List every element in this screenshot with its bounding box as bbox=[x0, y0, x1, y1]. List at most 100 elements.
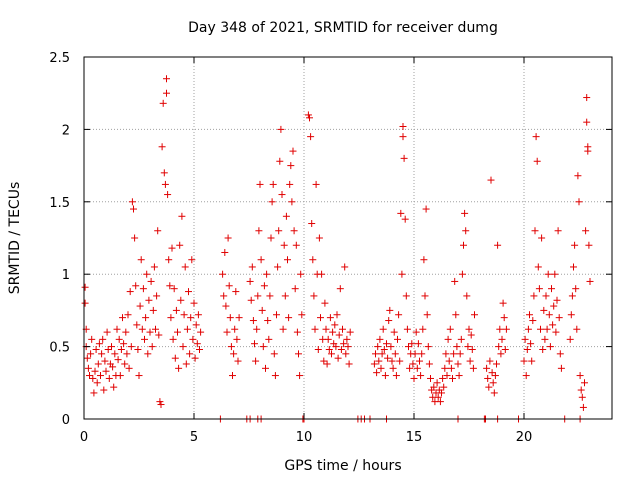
data-point bbox=[192, 321, 200, 329]
data-point bbox=[394, 335, 401, 343]
data-point bbox=[94, 360, 102, 368]
data-point bbox=[530, 292, 538, 300]
data-point bbox=[521, 335, 529, 343]
data-point bbox=[329, 328, 337, 336]
data-point bbox=[177, 296, 185, 304]
data-point bbox=[180, 311, 188, 319]
data-point bbox=[101, 357, 109, 365]
data-point bbox=[269, 180, 277, 188]
data-point bbox=[317, 314, 324, 322]
data-point bbox=[543, 325, 551, 333]
data-point bbox=[401, 215, 409, 223]
data-point bbox=[126, 288, 134, 296]
data-point bbox=[399, 123, 407, 131]
data-point bbox=[578, 393, 586, 401]
data-point bbox=[397, 209, 405, 217]
data-point bbox=[571, 241, 579, 249]
data-point bbox=[325, 345, 333, 353]
data-point bbox=[446, 325, 454, 333]
data-point bbox=[328, 350, 335, 358]
data-point bbox=[282, 212, 290, 220]
data-point bbox=[103, 328, 111, 336]
data-point bbox=[83, 354, 91, 362]
data-point bbox=[274, 263, 282, 271]
data-point bbox=[263, 270, 271, 278]
data-point bbox=[279, 325, 287, 333]
data-point bbox=[147, 277, 155, 285]
chart-title: Day 348 of 2021, SRMTID for receiver dum… bbox=[188, 20, 498, 36]
data-point bbox=[425, 360, 433, 368]
data-point bbox=[583, 94, 591, 102]
data-point bbox=[471, 311, 478, 319]
data-point bbox=[439, 374, 447, 382]
data-point bbox=[93, 379, 101, 387]
data-point bbox=[577, 386, 585, 394]
data-point bbox=[340, 340, 348, 348]
data-point bbox=[100, 386, 108, 394]
data-point bbox=[165, 256, 173, 264]
data-point bbox=[343, 335, 351, 343]
data-point bbox=[377, 364, 385, 372]
data-point bbox=[113, 325, 121, 333]
data-point bbox=[139, 285, 147, 293]
data-point bbox=[141, 335, 148, 343]
data-point bbox=[115, 335, 123, 343]
data-point bbox=[125, 364, 133, 372]
y-tick-label: 2 bbox=[62, 123, 70, 138]
data-point bbox=[309, 256, 317, 264]
data-point bbox=[524, 325, 532, 333]
data-point bbox=[161, 180, 169, 188]
data-point bbox=[552, 328, 560, 336]
data-point bbox=[188, 256, 196, 264]
data-point bbox=[414, 340, 422, 348]
data-point bbox=[119, 314, 126, 322]
data-point bbox=[462, 227, 470, 235]
data-point bbox=[230, 350, 238, 358]
data-point bbox=[255, 227, 263, 235]
data-point bbox=[232, 288, 240, 296]
data-point bbox=[137, 256, 145, 264]
data-point bbox=[289, 147, 297, 155]
data-point bbox=[160, 169, 168, 177]
data-point bbox=[307, 133, 315, 141]
data-point bbox=[452, 311, 460, 319]
data-point bbox=[97, 372, 104, 380]
data-point bbox=[370, 360, 378, 368]
data-point bbox=[183, 325, 191, 333]
data-point bbox=[385, 317, 393, 325]
data-point bbox=[498, 335, 506, 343]
data-point bbox=[86, 372, 93, 380]
data-point bbox=[220, 292, 228, 300]
data-point bbox=[333, 311, 341, 319]
y-axis-label: SRMTID / TECUs bbox=[7, 182, 23, 295]
data-point bbox=[451, 277, 459, 285]
data-point bbox=[575, 198, 583, 206]
data-point bbox=[447, 364, 455, 372]
data-point bbox=[413, 364, 421, 372]
data-point bbox=[444, 335, 452, 343]
data-point bbox=[105, 374, 113, 382]
data-point bbox=[286, 180, 294, 188]
data-point bbox=[531, 227, 539, 235]
data-point bbox=[308, 220, 316, 228]
data-point bbox=[555, 314, 563, 322]
data-point bbox=[421, 292, 429, 300]
data-point bbox=[122, 328, 130, 336]
data-point bbox=[181, 263, 189, 271]
data-point bbox=[194, 311, 202, 319]
data-point bbox=[153, 292, 161, 300]
data-point bbox=[544, 270, 552, 278]
data-point bbox=[545, 311, 553, 319]
data-point bbox=[487, 176, 495, 184]
data-point bbox=[253, 325, 261, 333]
data-point bbox=[166, 282, 174, 290]
data-point bbox=[256, 180, 264, 188]
data-point bbox=[464, 343, 472, 351]
data-point bbox=[134, 345, 142, 353]
data-point bbox=[164, 191, 172, 199]
data-point bbox=[247, 296, 255, 304]
data-point bbox=[502, 325, 510, 333]
data-point bbox=[403, 325, 411, 333]
data-point bbox=[416, 357, 423, 365]
